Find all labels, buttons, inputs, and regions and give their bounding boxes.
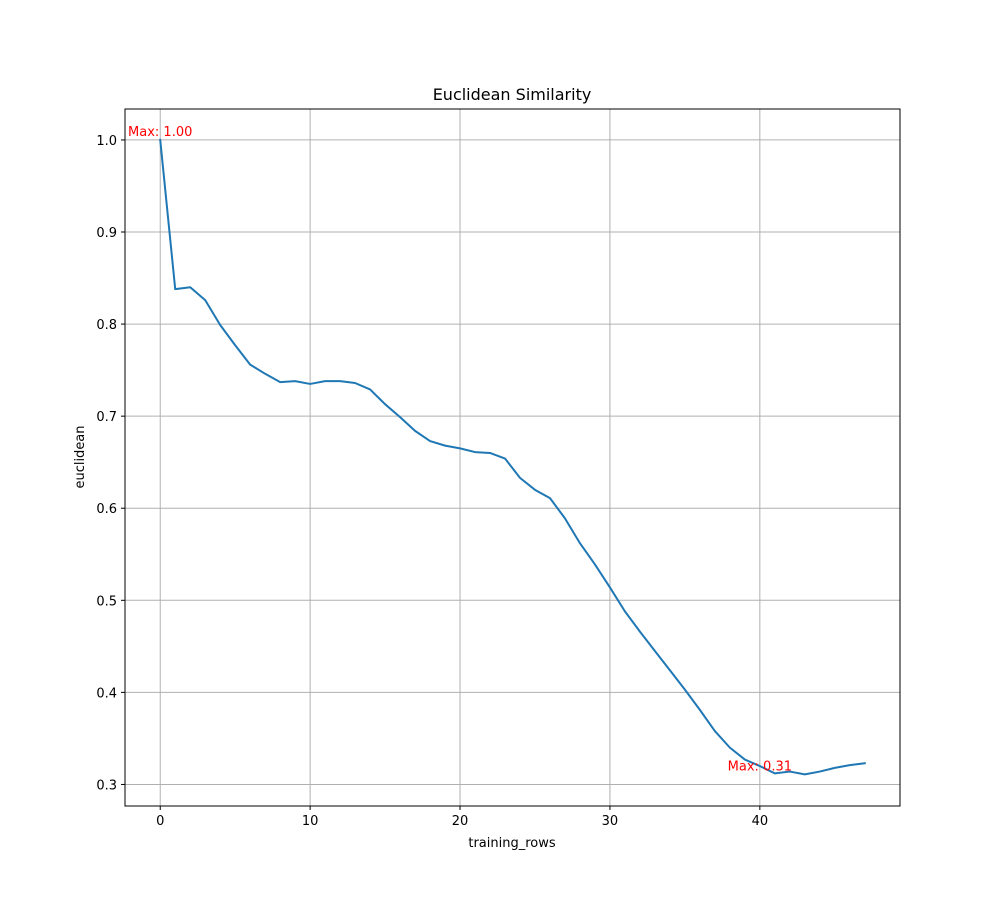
y-tick-label: 1.0	[96, 134, 117, 149]
y-tick-label: 0.3	[96, 778, 117, 793]
y-tick-label: 0.5	[96, 594, 117, 609]
y-tick-label: 0.7	[96, 410, 117, 425]
x-tick-label: 10	[302, 814, 319, 829]
y-axis-label: euclidean	[73, 425, 88, 488]
x-tick-label: 0	[156, 814, 164, 829]
grid	[125, 109, 900, 806]
chart-title: Euclidean Similarity	[433, 85, 592, 104]
y-tick-label: 0.6	[96, 502, 117, 517]
x-tick-label: 40	[752, 814, 769, 829]
y-axis: 0.3 0.4 0.5 0.6 0.7 0.8 0.9 1.0	[96, 134, 125, 793]
max-annotation: Max: 0.31	[728, 759, 792, 774]
plot-frame	[124, 108, 901, 807]
y-tick-label: 0.9	[96, 226, 117, 241]
series-line	[159, 138, 866, 776]
x-tick-label: 30	[602, 814, 619, 829]
y-tick-label: 0.8	[96, 318, 117, 333]
x-axis: 0 10 20 30 40	[156, 806, 768, 829]
x-axis-label: training_rows	[468, 836, 556, 851]
y-tick-label: 0.4	[96, 686, 117, 701]
x-tick-label: 20	[452, 814, 469, 829]
series-layer	[159, 138, 866, 776]
annotations: Max: 1.00 Max: 0.31	[128, 125, 792, 774]
max-annotation: Max: 1.00	[128, 125, 192, 140]
